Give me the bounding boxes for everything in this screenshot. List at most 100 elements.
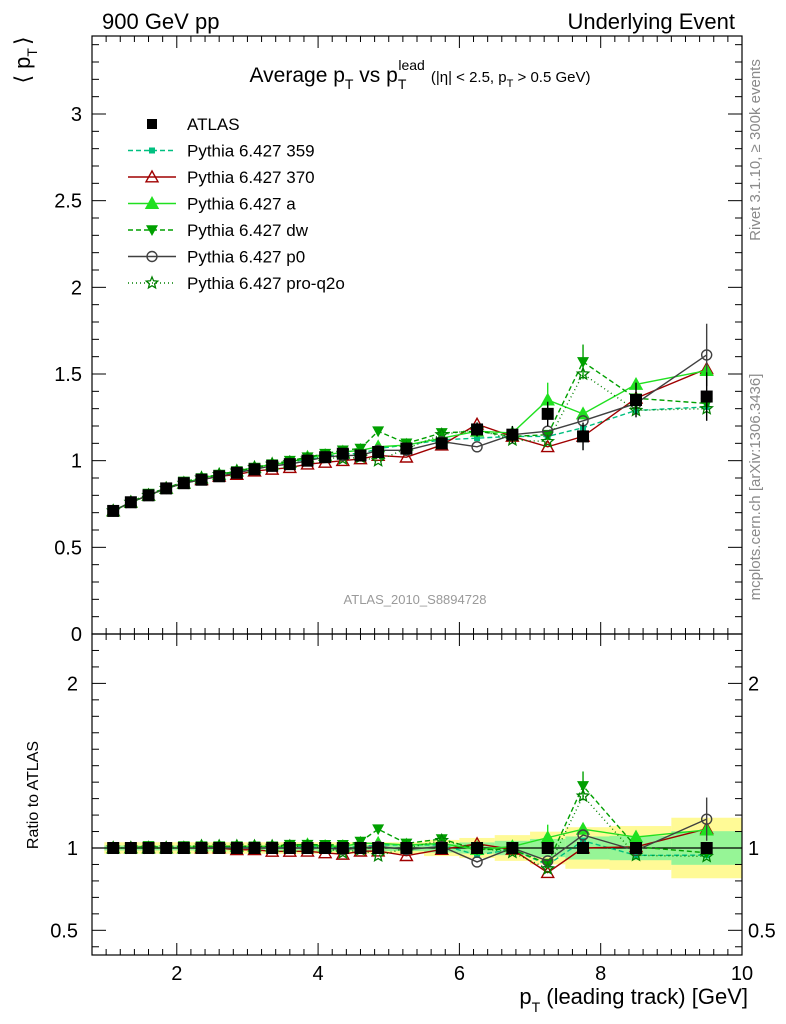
data-point-marker <box>630 394 643 406</box>
x-tick-label: 8 <box>595 963 606 985</box>
data-point-marker <box>230 842 243 854</box>
data-point-marker <box>577 357 590 368</box>
data-point-marker <box>144 169 160 183</box>
data-point-marker <box>577 430 590 443</box>
y-tick-label: 2 <box>71 277 82 299</box>
data-point-marker <box>399 848 414 862</box>
data-point-marker <box>213 842 226 854</box>
data-point-marker <box>628 829 644 843</box>
data-point-marker <box>372 446 385 458</box>
y-axis-label: ⟨ pT⟩ <box>10 36 40 83</box>
data-point-marker <box>142 489 155 502</box>
data-point-marker <box>230 466 243 479</box>
data-point-marker <box>506 428 519 441</box>
data-point-marker <box>195 842 208 854</box>
legend-entry: Pythia 6.427 370 <box>128 168 315 187</box>
data-point-marker <box>195 473 208 486</box>
data-point-marker <box>146 225 158 236</box>
y-tick-label: 1 <box>71 451 82 473</box>
data-point-marker <box>435 428 448 439</box>
data-point-marker <box>577 829 589 841</box>
data-point-marker <box>354 842 367 854</box>
header-energy-label: 900 GeV pp <box>102 9 219 34</box>
legend-label: Pythia 6.427 dw <box>187 221 309 240</box>
legend-entry: Pythia 6.427 p0 <box>128 248 305 267</box>
data-point-marker <box>630 842 643 854</box>
data-point-marker <box>506 842 519 854</box>
legend-label: Pythia 6.427 p0 <box>187 248 305 267</box>
data-point-marker <box>575 366 591 381</box>
data-point-marker <box>177 477 190 490</box>
data-point-marker <box>248 842 261 854</box>
data-point-marker <box>146 250 158 263</box>
data-point-marker <box>266 842 279 854</box>
header-analysis-label: Underlying Event <box>567 9 735 34</box>
legend-label: Pythia 6.427 a <box>187 195 296 214</box>
data-point-marker <box>372 426 385 438</box>
legend-label: ATLAS <box>187 115 240 134</box>
legend-entry: Pythia 6.427 a <box>128 195 296 214</box>
y-tick-label: 0 <box>71 624 82 646</box>
data-point-marker <box>471 842 484 854</box>
data-point-marker <box>124 496 137 509</box>
y-tick-label: 3 <box>71 104 82 126</box>
data-point-marker <box>213 470 226 483</box>
y-tick-label: 2.5 <box>54 191 82 213</box>
legend-label: Pythia 6.427 370 <box>187 168 315 187</box>
data-point-marker <box>700 813 713 825</box>
data-point-marker <box>541 842 554 854</box>
legend-entry: Pythia 6.427 359 <box>128 142 315 161</box>
data-point-marker <box>372 842 385 854</box>
data-point-marker <box>354 443 367 455</box>
data-point-marker <box>248 463 261 476</box>
data-point-marker <box>149 147 155 154</box>
data-point-marker <box>266 459 279 472</box>
y-tick-label: 1.5 <box>54 364 82 386</box>
data-point-marker <box>177 842 190 854</box>
ratio-y-axis-label: Ratio to ATLAS <box>25 741 42 849</box>
data-point-marker <box>540 433 556 448</box>
legend-label: Pythia 6.427 pro-q2o <box>187 274 345 293</box>
data-point-marker <box>471 423 484 436</box>
data-point-marker <box>301 454 314 467</box>
legend-entry: Pythia 6.427 dw <box>128 221 309 240</box>
data-point-marker <box>354 449 367 462</box>
legend: ATLAS Pythia 6.427 359 Pythia 6.427 370 Pyt… <box>128 115 345 293</box>
y-tick-label: 0.5 <box>54 537 82 559</box>
x-tick-label: 10 <box>731 963 753 985</box>
data-point-marker <box>575 788 591 803</box>
x-tick-label: 4 <box>313 963 324 985</box>
data-point-marker <box>160 482 173 495</box>
ratio-y-tick-label: 2 <box>67 673 78 695</box>
data-point-marker <box>283 842 296 854</box>
data-point-marker <box>144 275 160 290</box>
data-point-marker <box>336 447 349 460</box>
data-point-marker <box>471 856 483 868</box>
data-point-marker <box>471 441 483 453</box>
data-point-marker <box>107 842 120 854</box>
legend-entry: Pythia 6.427 pro-q2o <box>128 274 345 293</box>
ratio-y-tick-label-right: 1 <box>748 838 759 860</box>
series-atlas <box>107 372 713 517</box>
analysis-watermark: ATLAS_2010_S8894728 <box>344 592 487 607</box>
data-point-marker <box>700 842 713 854</box>
legend-entry: ATLAS <box>147 115 240 134</box>
data-point-marker <box>107 504 120 517</box>
data-point-marker <box>370 452 386 467</box>
data-point-marker <box>577 842 590 854</box>
ratio-y-tick-label-right: 2 <box>748 673 759 695</box>
data-point-marker <box>540 861 556 875</box>
plot-title: Average pT vs pTlead(|η| < 2.5, pT > 0.5… <box>250 57 591 92</box>
data-point-marker <box>372 824 385 836</box>
ratio-y-tick-label: 1 <box>67 838 78 860</box>
data-point-marker <box>577 781 590 792</box>
data-point-marker <box>399 449 414 463</box>
data-point-marker <box>435 437 448 450</box>
mcplots-reference-label: mcplots.cern.ch [arXiv:1306.3436] <box>747 374 764 601</box>
data-point-marker <box>319 842 332 854</box>
data-point-marker <box>474 435 481 442</box>
data-point-marker <box>160 842 173 854</box>
x-tick-label: 2 <box>171 963 182 985</box>
data-point-marker <box>700 390 713 403</box>
